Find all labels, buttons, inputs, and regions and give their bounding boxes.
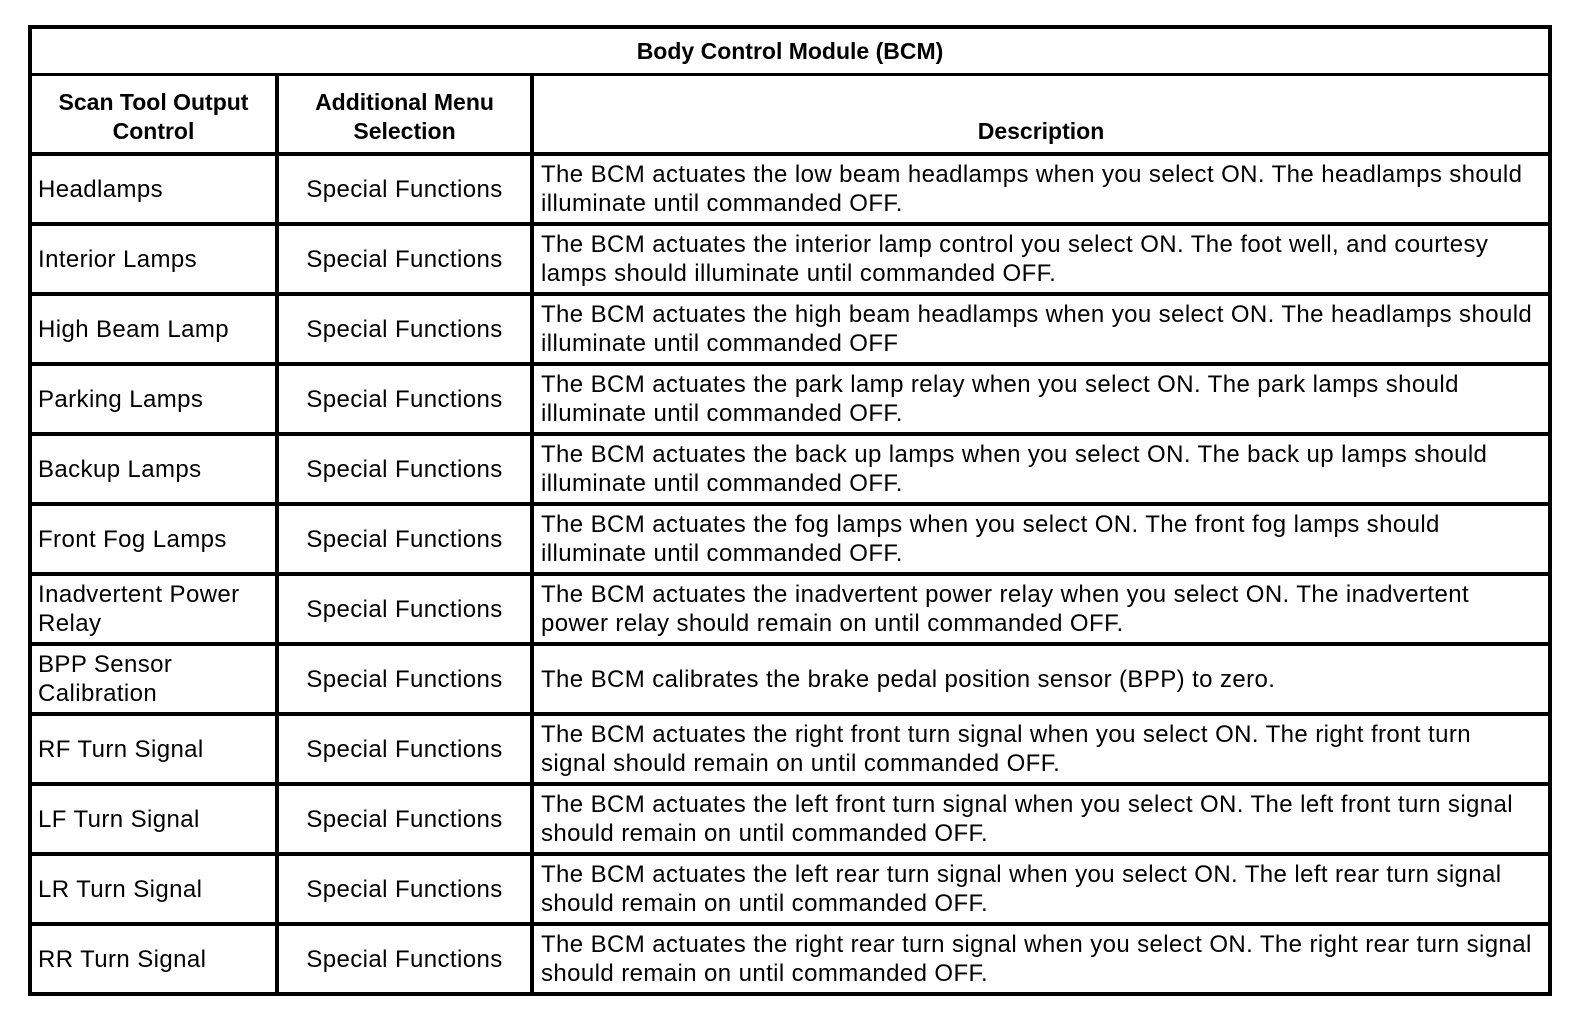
- cell-description: The BCM actuates the left rear turn sign…: [529, 852, 1553, 926]
- cell-menu: Special Functions: [275, 152, 534, 226]
- cell-control: RF Turn Signal: [28, 712, 279, 786]
- cell-control: High Beam Lamp: [28, 292, 279, 366]
- cell-description: The BCM actuates the fog lamps when you …: [529, 502, 1553, 576]
- cell-menu: Special Functions: [275, 782, 534, 856]
- cell-control: LR Turn Signal: [28, 852, 279, 926]
- table-row: BPP Sensor Calibration Special Functions…: [28, 642, 1553, 716]
- cell-description: The BCM actuates the back up lamps when …: [529, 432, 1553, 506]
- cell-control: Headlamps: [28, 152, 279, 226]
- column-header-scan-tool-output-control: Scan Tool Output Control: [28, 73, 279, 156]
- cell-description: The BCM actuates the right rear turn sig…: [529, 922, 1553, 996]
- cell-control: Inadvertent Power Relay: [28, 572, 279, 646]
- cell-menu: Special Functions: [275, 292, 534, 366]
- table-row: LF Turn Signal Special Functions The BCM…: [28, 782, 1553, 856]
- table-row: LR Turn Signal Special Functions The BCM…: [28, 852, 1553, 926]
- cell-control: LF Turn Signal: [28, 782, 279, 856]
- cell-menu: Special Functions: [275, 642, 534, 716]
- cell-menu: Special Functions: [275, 572, 534, 646]
- column-header-description: Description: [529, 73, 1553, 156]
- table-row: Backup Lamps Special Functions The BCM a…: [28, 432, 1553, 506]
- cell-menu: Special Functions: [275, 922, 534, 996]
- cell-description: The BCM actuates the inadvertent power r…: [529, 572, 1553, 646]
- table-row: Inadvertent Power Relay Special Function…: [28, 572, 1553, 646]
- cell-control: RR Turn Signal: [28, 922, 279, 996]
- table-title-row: Body Control Module (BCM): [27, 25, 1553, 76]
- cell-menu: Special Functions: [275, 432, 534, 506]
- cell-control: BPP Sensor Calibration: [28, 642, 279, 716]
- bcm-output-controls-table: Body Control Module (BCM) Scan Tool Outp…: [27, 25, 1553, 996]
- cell-description: The BCM actuates the low beam headlamps …: [529, 152, 1553, 226]
- table-row: Interior Lamps Special Functions The BCM…: [28, 222, 1553, 296]
- cell-description: The BCM actuates the left front turn sig…: [529, 782, 1553, 856]
- table-title: Body Control Module (BCM): [27, 25, 1553, 76]
- cell-description: The BCM calibrates the brake pedal posit…: [529, 642, 1553, 716]
- cell-control: Front Fog Lamps: [28, 502, 279, 576]
- cell-control: Interior Lamps: [28, 222, 279, 296]
- cell-description: The BCM actuates the right front turn si…: [529, 712, 1553, 786]
- cell-description: The BCM actuates the interior lamp contr…: [529, 222, 1553, 296]
- cell-menu: Special Functions: [275, 362, 534, 436]
- cell-menu: Special Functions: [275, 852, 534, 926]
- table-row: RF Turn Signal Special Functions The BCM…: [28, 712, 1553, 786]
- table-row: Parking Lamps Special Functions The BCM …: [28, 362, 1553, 436]
- cell-control: Parking Lamps: [28, 362, 279, 436]
- column-header-additional-menu-selection: Additional Menu Selection: [275, 73, 534, 156]
- table-row: RR Turn Signal Special Functions The BCM…: [28, 922, 1553, 996]
- table-header-row: Scan Tool Output Control Additional Menu…: [28, 73, 1553, 156]
- cell-description: The BCM actuates the park lamp relay whe…: [529, 362, 1553, 436]
- cell-menu: Special Functions: [275, 222, 534, 296]
- table-row: Front Fog Lamps Special Functions The BC…: [28, 502, 1553, 576]
- cell-menu: Special Functions: [275, 502, 534, 576]
- cell-description: The BCM actuates the high beam headlamps…: [529, 292, 1553, 366]
- table-row: Headlamps Special Functions The BCM actu…: [28, 152, 1553, 226]
- cell-menu: Special Functions: [275, 712, 534, 786]
- cell-control: Backup Lamps: [28, 432, 279, 506]
- table-row: High Beam Lamp Special Functions The BCM…: [28, 292, 1553, 366]
